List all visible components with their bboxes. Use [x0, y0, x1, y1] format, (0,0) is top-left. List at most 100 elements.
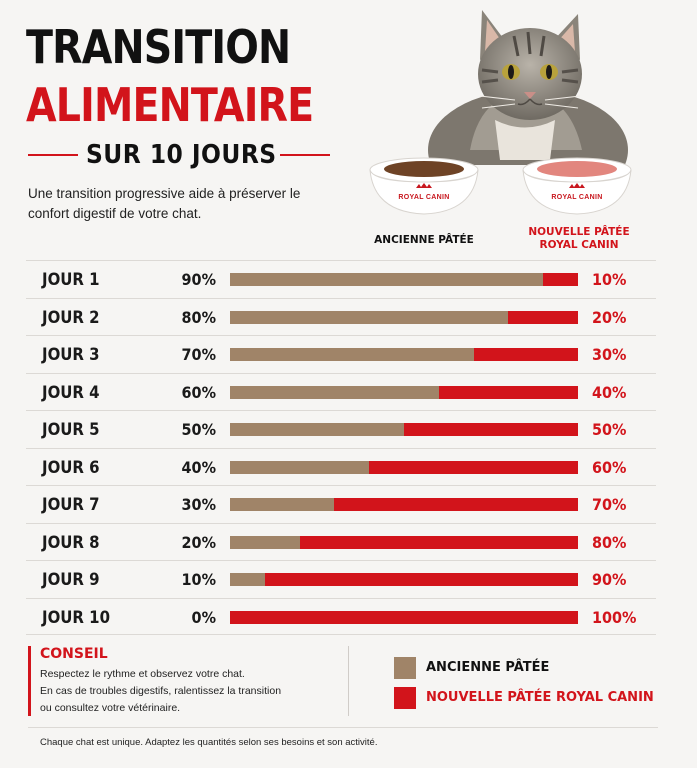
- schedule-row: JOUR 9 10% 90%: [26, 560, 656, 598]
- new-bowl-icon: [522, 157, 632, 215]
- schedule-row: JOUR 10 0% 100%: [26, 597, 656, 635]
- old-food-percent: 0%: [191, 607, 216, 627]
- day-label: JOUR 7: [42, 495, 100, 515]
- old-bowl-icon: [369, 157, 479, 215]
- new-food-bowl: ROYAL CANIN: [517, 156, 637, 218]
- mix-bar: [230, 535, 578, 549]
- schedule-row: JOUR 2 80% 20%: [26, 297, 656, 336]
- new-food-percent: 80%: [592, 532, 627, 552]
- subtitle-rule-right: [280, 154, 330, 156]
- title-line-1: TRANSITION: [26, 20, 291, 74]
- new-food-percent: 50%: [592, 420, 627, 439]
- old-food-segment: [230, 348, 474, 361]
- mix-bar: [230, 610, 578, 624]
- old-food-segment: [230, 423, 404, 436]
- mix-bar: [230, 498, 578, 511]
- new-food-segment: [369, 460, 578, 474]
- new-food-segment: [264, 573, 578, 586]
- new-food-percent: 30%: [592, 345, 627, 364]
- tip-line-1: Respectez le rythme et observez votre ch…: [40, 668, 245, 680]
- tip-text: Respectez le rythme et observez votre ch…: [40, 666, 340, 717]
- schedule-row: JOUR 8 20% 80%: [26, 522, 656, 561]
- old-food-percent: 50%: [181, 420, 216, 439]
- new-food-percent: 70%: [592, 495, 627, 514]
- intro-text: Une transition progressive aide à préser…: [28, 186, 301, 221]
- old-food-bowl: ROYAL CANIN: [364, 156, 484, 218]
- transition-schedule: JOUR 1 90% 10% JOUR 2 80% 20% JOUR 3 70% 30% JOUR…: [26, 260, 656, 635]
- old-food-segment: [230, 460, 370, 474]
- title-line-2: ALIMENTAIRE: [26, 78, 314, 132]
- day-label: JOUR 2: [42, 307, 100, 328]
- day-label: JOUR 9: [42, 570, 100, 590]
- schedule-row: JOUR 1 90% 10%: [26, 260, 656, 298]
- old-food-percent: 30%: [181, 495, 216, 514]
- new-food-percent: 90%: [592, 570, 627, 589]
- old-food-column-label: ANCIENNE PÂTÉE: [374, 234, 474, 246]
- old-bowl-brand: ROYAL CANIN: [398, 194, 450, 201]
- legend-label-new: NOUVELLE PÂTÉE ROYAL CANIN: [426, 690, 654, 705]
- tip-accent-bar: [28, 646, 31, 716]
- legend-swatch-new: [394, 687, 416, 709]
- old-food-segment: [230, 535, 300, 549]
- day-label: JOUR 8: [42, 532, 100, 553]
- tip-line-2: En cas de troubles digestifs, ralentisse…: [40, 685, 282, 697]
- new-food-percent: 40%: [592, 382, 627, 402]
- tip-title: CONSEIL: [40, 646, 108, 662]
- tip-line-3: ou consultez votre vétérinaire.: [40, 702, 181, 714]
- old-food-percent: 80%: [181, 307, 216, 327]
- tip-divider: [348, 646, 349, 716]
- old-food-percent: 90%: [181, 270, 216, 289]
- mix-bar: [230, 310, 578, 324]
- day-label: JOUR 10: [42, 607, 110, 628]
- new-food-segment: [299, 535, 578, 549]
- new-food-segment: [473, 348, 578, 361]
- old-food-segment: [230, 573, 265, 586]
- legend-swatch-old: [394, 657, 416, 679]
- old-food-segment: [230, 385, 439, 399]
- new-food-label-line-2: ROYAL CANIN: [539, 239, 619, 251]
- day-label: JOUR 3: [42, 345, 100, 365]
- new-food-percent: 10%: [592, 270, 627, 289]
- old-food-percent: 20%: [181, 532, 216, 552]
- new-food-percent: 100%: [592, 607, 637, 627]
- footer-rule: [28, 727, 658, 728]
- new-food-label-line-1: NOUVELLE PÂTÉE: [528, 226, 630, 238]
- subtitle: SUR 10 JOURS: [86, 140, 277, 170]
- new-food-segment: [508, 310, 578, 324]
- new-food-segment: [230, 610, 578, 624]
- cat-illustration: [428, 10, 628, 165]
- day-label: JOUR 6: [42, 457, 100, 478]
- old-food-segment: [230, 310, 509, 324]
- mix-bar: [230, 423, 578, 436]
- old-food-percent: 10%: [181, 570, 216, 589]
- schedule-row: JOUR 7 30% 70%: [26, 485, 656, 523]
- new-food-percent: 60%: [592, 457, 627, 477]
- mix-bar: [230, 460, 578, 474]
- footer-note: Chaque chat est unique. Adaptez les quan…: [40, 737, 378, 748]
- new-food-segment: [543, 273, 578, 286]
- schedule-row: JOUR 5 50% 50%: [26, 410, 656, 448]
- new-food-segment: [404, 423, 578, 436]
- day-label: JOUR 1: [42, 270, 100, 290]
- mix-bar: [230, 573, 578, 586]
- new-bowl-brand: ROYAL CANIN: [551, 194, 603, 201]
- old-food-segment: [230, 498, 335, 511]
- old-food-percent: 60%: [181, 382, 216, 402]
- new-food-column-label: NOUVELLE PÂTÉE ROYAL CANIN: [524, 226, 634, 252]
- new-food-percent: 20%: [592, 307, 627, 327]
- day-label: JOUR 5: [42, 420, 100, 440]
- schedule-row: JOUR 6 40% 60%: [26, 447, 656, 486]
- old-food-percent: 70%: [181, 345, 216, 364]
- legend-label-old: ANCIENNE PÂTÉE: [426, 660, 550, 675]
- subtitle-rule-left: [28, 154, 78, 156]
- new-food-segment: [334, 498, 578, 511]
- schedule-row: JOUR 3 70% 30%: [26, 335, 656, 373]
- mix-bar: [230, 385, 578, 399]
- mix-bar: [230, 348, 578, 361]
- schedule-row: JOUR 4 60% 40%: [26, 372, 656, 411]
- day-label: JOUR 4: [42, 382, 100, 403]
- old-food-segment: [230, 273, 544, 286]
- mix-bar: [230, 273, 578, 286]
- old-food-percent: 40%: [181, 457, 216, 477]
- new-food-segment: [438, 385, 578, 399]
